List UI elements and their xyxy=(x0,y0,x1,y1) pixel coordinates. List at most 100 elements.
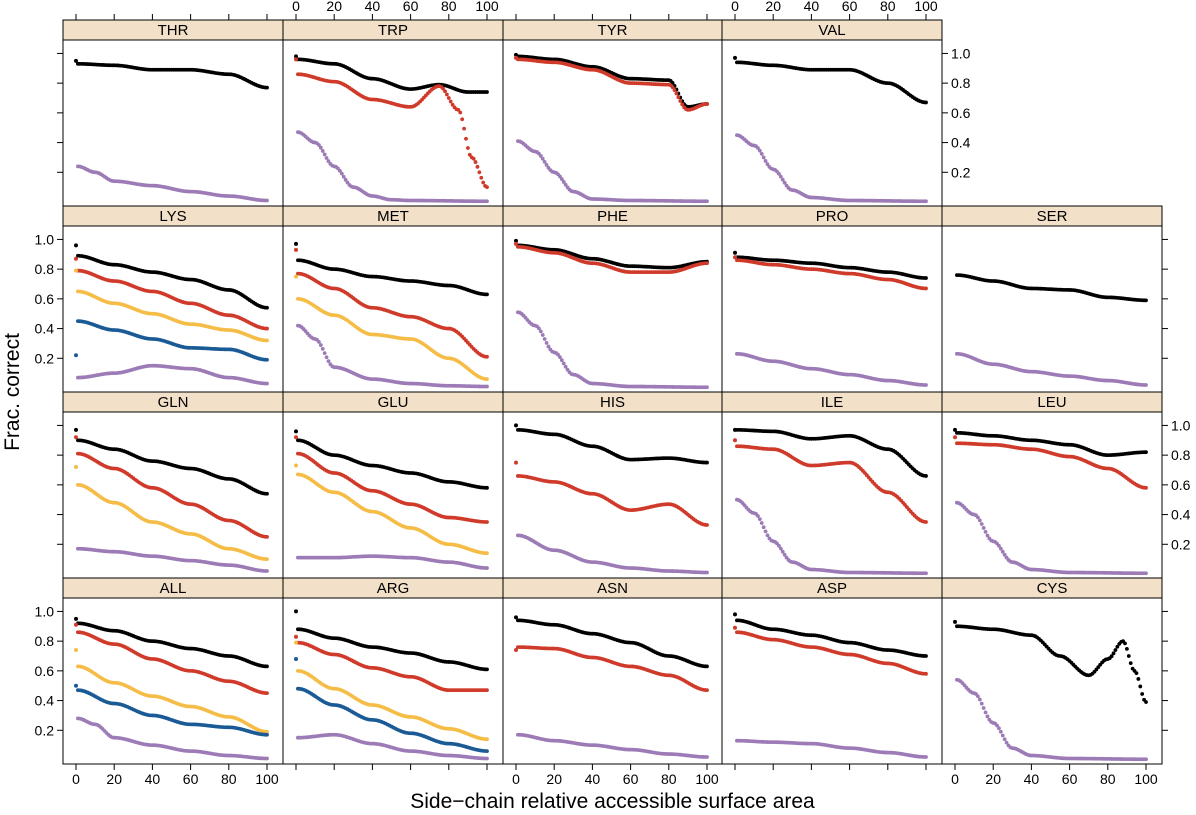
series-chi3 xyxy=(74,268,269,343)
data-point xyxy=(339,171,344,176)
data-point xyxy=(485,551,489,556)
panel-frame xyxy=(941,225,1163,393)
data-point xyxy=(924,100,928,105)
data-point-x0 xyxy=(294,463,298,468)
series-chi2 xyxy=(514,241,709,275)
data-point xyxy=(759,152,764,156)
panel-ile: ILE xyxy=(721,391,943,579)
data-point xyxy=(467,152,472,157)
data-point xyxy=(265,338,269,343)
data-point xyxy=(448,99,453,104)
data-point xyxy=(670,85,675,90)
data-point xyxy=(485,354,489,359)
strip-label: GLU xyxy=(378,394,409,411)
data-point xyxy=(561,361,566,366)
series-chi2 xyxy=(294,247,489,359)
data-point-x0 xyxy=(294,429,298,434)
series-rotamer xyxy=(76,363,269,386)
data-point xyxy=(485,384,489,389)
data-point xyxy=(756,514,760,518)
panel-pro: PRO xyxy=(721,205,943,393)
data-point xyxy=(485,90,489,94)
data-point xyxy=(265,305,269,310)
series-rotamer xyxy=(76,164,269,203)
data-point-x0 xyxy=(514,52,518,57)
data-point xyxy=(318,343,323,347)
data-point xyxy=(924,199,928,204)
series-chi4 xyxy=(74,319,269,362)
data-point xyxy=(265,691,269,696)
data-point-x0 xyxy=(294,274,298,279)
data-point xyxy=(561,180,566,184)
data-point xyxy=(540,333,545,337)
series-chi2 xyxy=(733,438,928,524)
series-rotamer xyxy=(735,351,928,387)
data-point-x0 xyxy=(294,435,298,440)
data-point xyxy=(559,358,564,363)
data-point xyxy=(446,96,451,100)
panel-trp: TRP xyxy=(282,19,504,207)
data-point xyxy=(563,182,568,187)
data-point xyxy=(473,160,478,164)
series-chi1 xyxy=(733,427,928,478)
series-rotamer xyxy=(296,554,489,570)
data-point xyxy=(265,557,269,562)
data-point xyxy=(542,337,547,341)
series-rotamer xyxy=(955,351,1148,387)
data-point xyxy=(458,110,463,115)
panel-ser: SER xyxy=(941,205,1163,393)
data-point-x0 xyxy=(74,427,78,432)
data-point xyxy=(317,340,321,344)
series-chi1 xyxy=(294,429,489,490)
data-point xyxy=(981,526,986,530)
panel-thr: THR xyxy=(62,19,284,207)
data-point xyxy=(471,156,476,161)
strip-label: VAL xyxy=(818,22,845,39)
series-chi3 xyxy=(74,465,269,562)
data-point xyxy=(324,156,329,160)
data-point xyxy=(672,88,677,92)
data-point xyxy=(705,570,709,575)
data-point-x0 xyxy=(514,241,518,246)
series-chi1 xyxy=(733,55,928,105)
data-point xyxy=(265,732,269,737)
series-chi1 xyxy=(294,54,489,94)
data-point xyxy=(763,529,768,534)
data-point xyxy=(676,95,681,100)
series-chi1 xyxy=(955,273,1148,303)
data-point xyxy=(265,491,269,496)
data-point-x0 xyxy=(74,268,78,273)
strip-label: LEU xyxy=(1037,394,1066,411)
strip-label: THR xyxy=(158,22,189,39)
data-point xyxy=(1144,571,1148,576)
panel-frame xyxy=(282,39,504,207)
data-point-x0 xyxy=(953,427,957,432)
data-point xyxy=(761,525,766,530)
series-rotamer xyxy=(516,139,709,204)
data-point-x0 xyxy=(733,55,737,60)
data-point-x0 xyxy=(74,435,78,440)
series-chi1 xyxy=(514,423,709,465)
data-point xyxy=(765,533,770,538)
data-point xyxy=(705,460,709,465)
data-point xyxy=(780,177,785,182)
data-point-x0 xyxy=(294,247,298,252)
strip-label: HIS xyxy=(600,394,625,411)
data-point xyxy=(485,377,489,381)
data-point xyxy=(765,162,770,167)
data-point xyxy=(322,351,327,355)
data-point xyxy=(924,276,928,280)
series-chi1 xyxy=(514,238,709,270)
data-point xyxy=(485,185,489,190)
data-point xyxy=(485,485,489,490)
series-chi1 xyxy=(74,427,269,496)
series-chi1 xyxy=(74,58,269,90)
data-point xyxy=(326,159,331,164)
data-point xyxy=(924,286,928,291)
data-point xyxy=(538,154,543,158)
series-rotamer xyxy=(955,500,1148,576)
data-point xyxy=(705,199,709,204)
data-point xyxy=(460,117,465,122)
data-point-x0 xyxy=(294,54,298,59)
